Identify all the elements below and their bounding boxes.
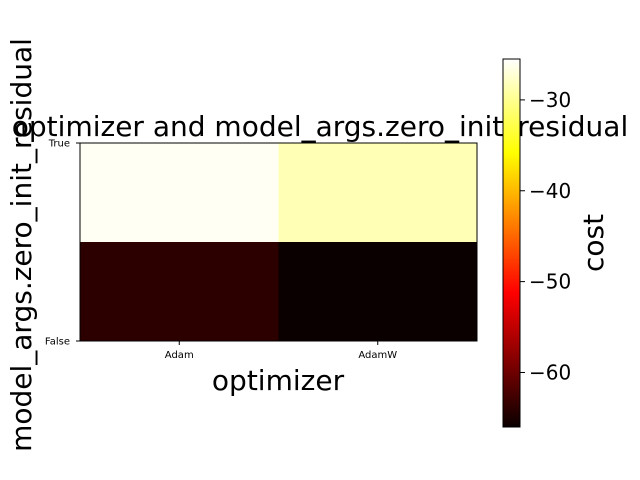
x-axis-ticks: Adam AdamW — [165, 341, 397, 361]
colorbar-tick-label: −50 — [529, 270, 571, 294]
colorbar-ticks: −60 −50 −40 −30 — [520, 88, 571, 384]
colorbar — [502, 58, 521, 428]
x-tick-label: AdamW — [358, 350, 397, 361]
heatmap-cell-false-adam — [80, 242, 279, 342]
colorbar-tick-label: −60 — [529, 360, 571, 384]
heatmap-cell-false-adamw — [278, 242, 478, 342]
plot-frame — [79, 142, 478, 342]
colorbar-tick-label: −30 — [529, 88, 571, 112]
y-tick-label: False — [45, 337, 70, 348]
heatmap-cells — [80, 143, 478, 342]
colorbar-label: cost — [577, 214, 610, 272]
y-axis-ticks: True False — [45, 139, 80, 348]
heatmap-cell-true-adam — [80, 143, 279, 243]
colorbar-tick-label: −40 — [529, 179, 571, 203]
x-tick-label: Adam — [165, 350, 194, 361]
x-axis-label: optimizer — [212, 364, 345, 397]
chart-title: optimizer and model_args.zero_init_resid… — [12, 110, 628, 143]
heatmap-cell-true-adamw — [278, 143, 478, 243]
y-tick-label: True — [48, 139, 70, 150]
y-axis-label: model_args.zero_init_residual — [5, 38, 38, 452]
